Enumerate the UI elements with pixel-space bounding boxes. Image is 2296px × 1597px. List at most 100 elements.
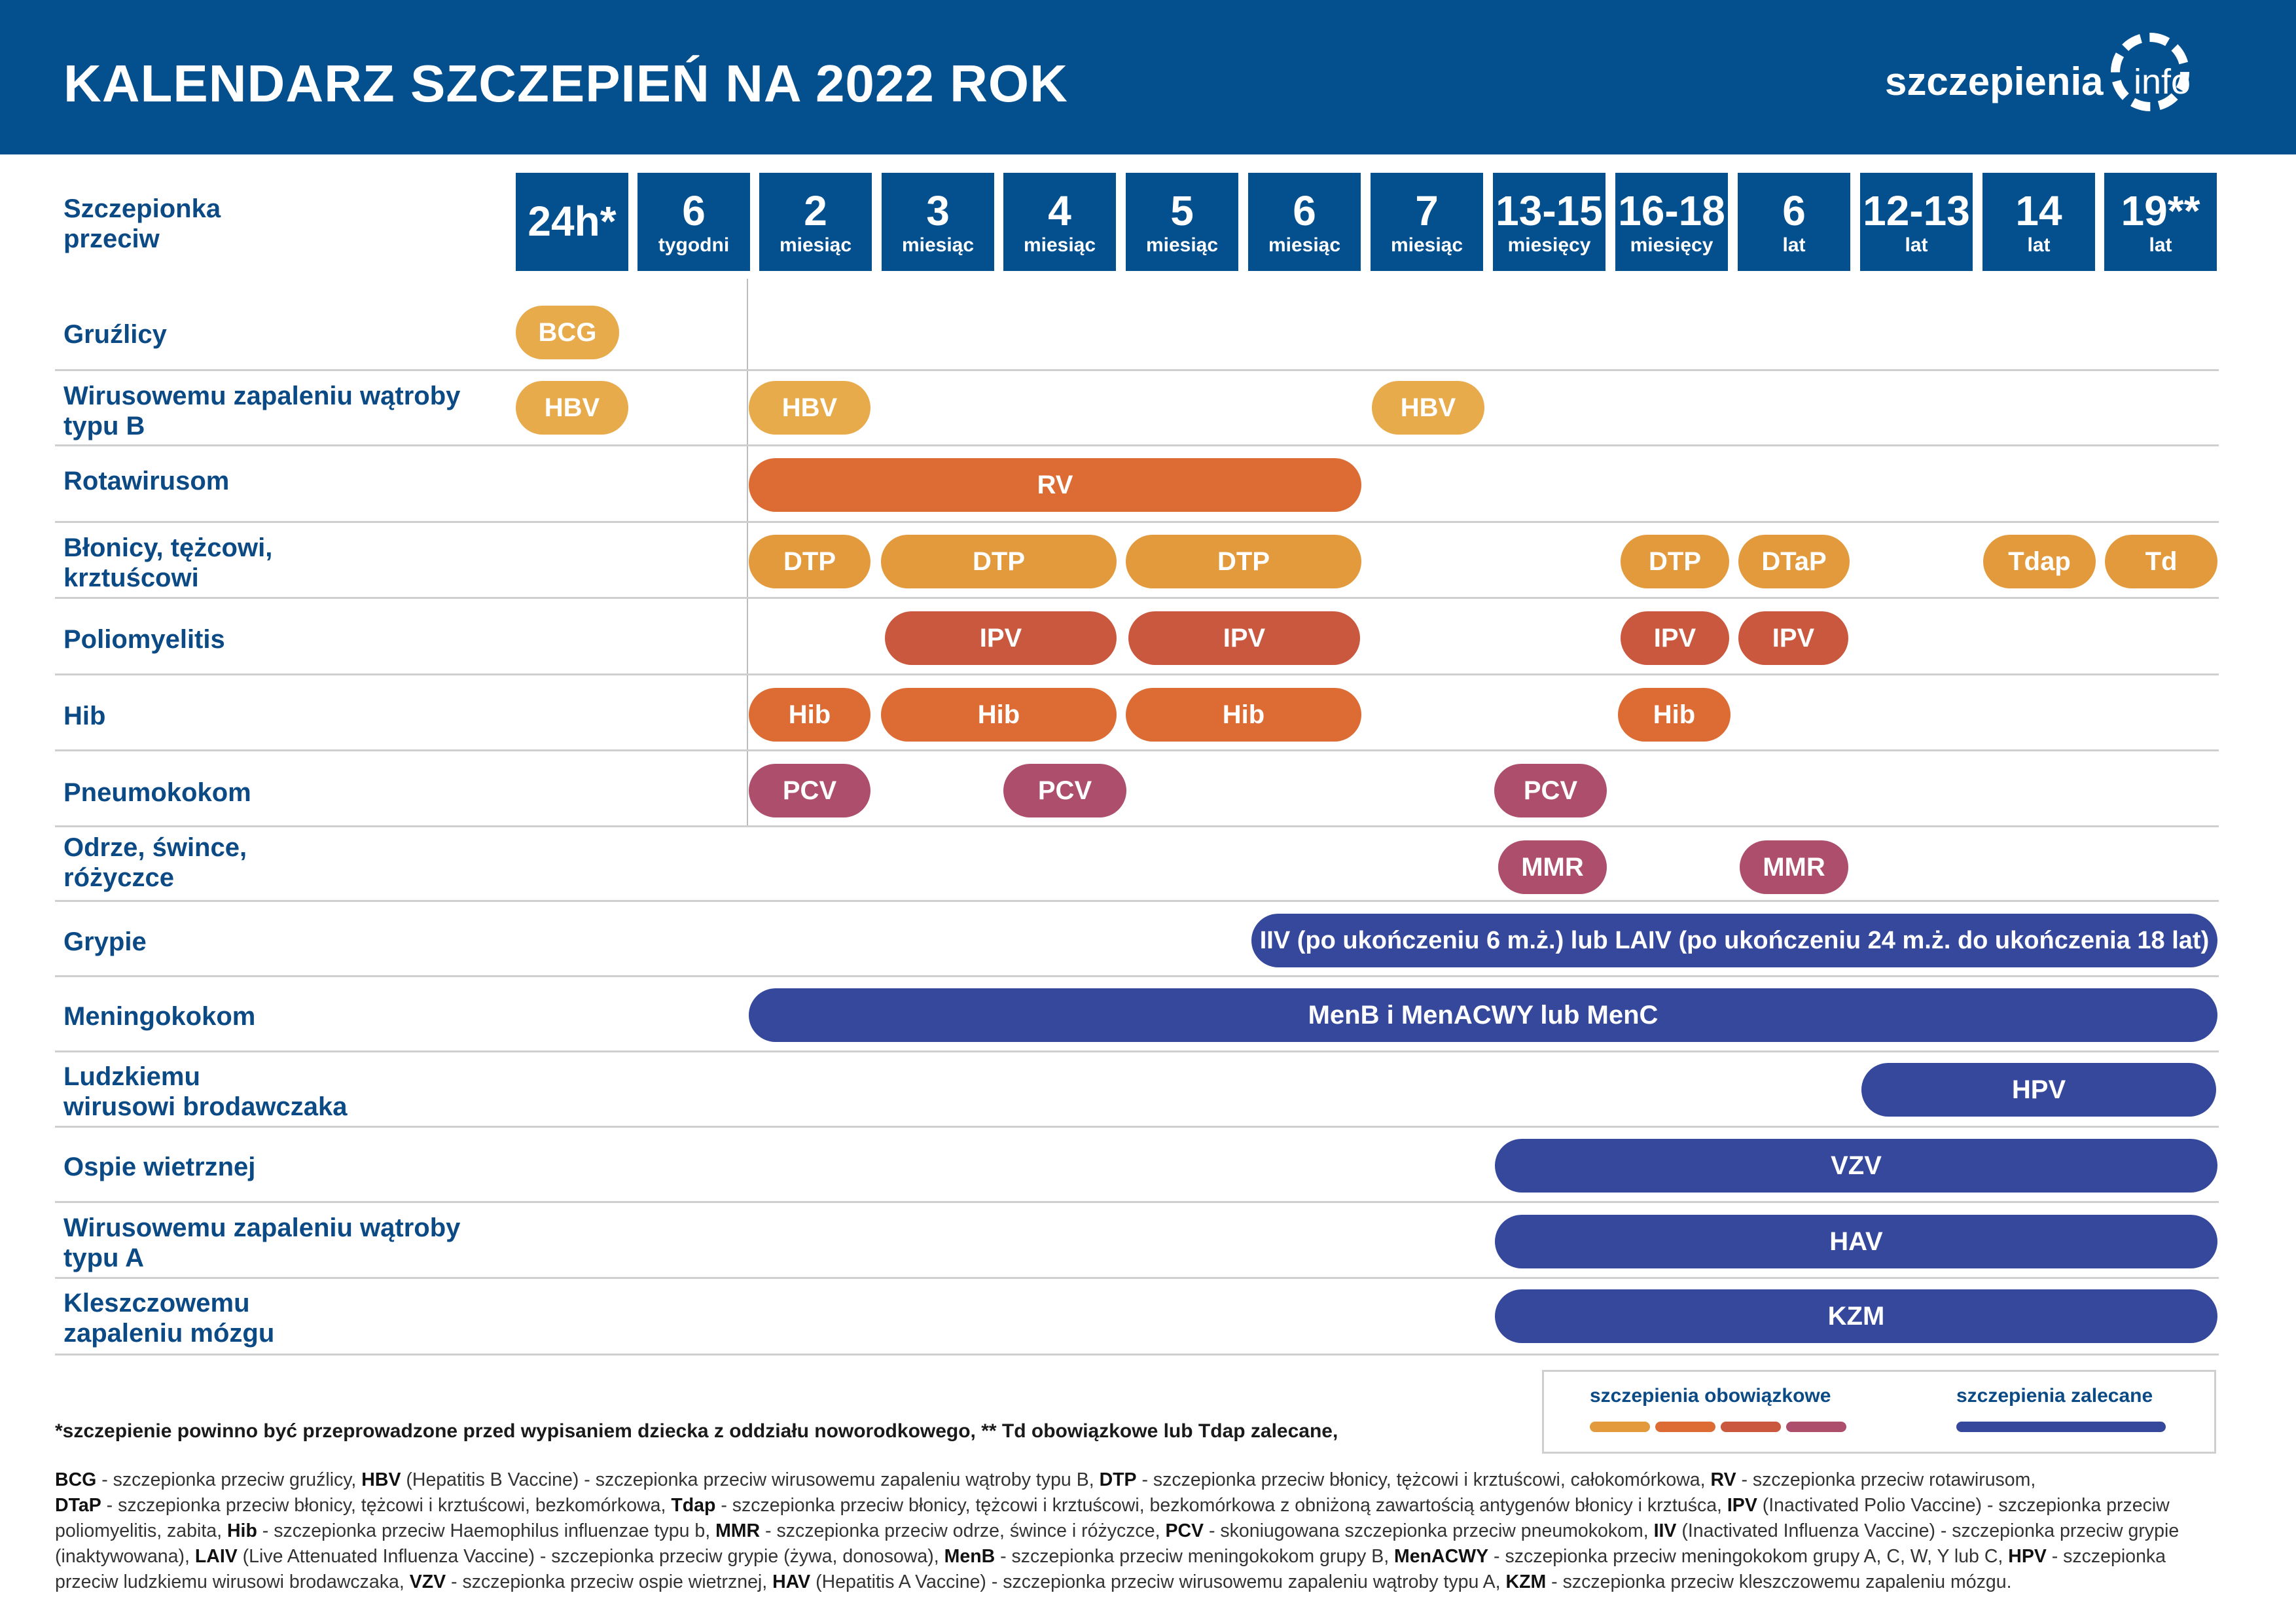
row-label-hpv: Ludzkiemu wirusowi brodawczaka (63, 1062, 348, 1121)
legend-swatch-recommended (1956, 1422, 2166, 1432)
column-header-label: Szczepionka przeciw (63, 194, 221, 253)
abbr-desc: (Live Attenuated Influenza Vaccine) - sz… (237, 1546, 944, 1567)
vaccine-pill-bcg: BCG (516, 306, 619, 359)
vaccine-pill-dtp: DTP (1126, 535, 1361, 588)
row-label-ospa: Ospie wietrznej (63, 1153, 256, 1181)
abbr-desc: - skoniugowana szczepionka przeciw pneum… (1204, 1520, 1654, 1541)
abbr-term: Hib (226, 1520, 257, 1541)
abbr-desc: - szczepionka przeciw meningokokom grupy… (995, 1546, 1395, 1567)
abbr-desc: - szczepionka przeciw ludzkiemu wirusowi… (55, 1546, 2166, 1592)
abbr-desc: - szczepionka przeciw błonicy, tężcowi i… (715, 1495, 1727, 1516)
row-divider (55, 825, 2219, 827)
row-divider (55, 673, 2219, 675)
vaccine-pill-kzm: KZM (1495, 1289, 2217, 1343)
legend-swatch-mandatory (1655, 1422, 1715, 1432)
age-column-header: 14 lat (1982, 173, 2095, 271)
vaccine-pill-hib: Hib (749, 688, 870, 742)
abbr-desc: - szczepionka przeciw rotawirusom, (1736, 1469, 2036, 1490)
vaccine-pill-pcv: PCV (1494, 764, 1607, 817)
row-divider (55, 900, 2219, 902)
abbreviations-text: BCG - szczepionka przeciw gruźlicy, HBV … (55, 1467, 2228, 1595)
vaccine-pill-hav: HAV (1495, 1215, 2217, 1268)
age-column-header: 6 tygodni (637, 173, 750, 271)
logo-text: szczepienia (1885, 60, 2104, 103)
row-divider (55, 749, 2219, 751)
row-divider (55, 1354, 2219, 1355)
abbr-desc: (Inactivated Influenza Vaccine) - szczep… (55, 1520, 2179, 1567)
age-column-header: 6 miesiąc (1248, 173, 1361, 271)
age-column-header: 16-18 miesięcy (1615, 173, 1728, 271)
vaccine-pill-mmr: MMR (1498, 840, 1607, 894)
vaccine-pill-ipv: IPV (1128, 611, 1360, 665)
row-label-meningokoki: Meningokokom (63, 1002, 256, 1031)
vaccine-pill-dtp: DTP (749, 535, 870, 588)
abbr-desc: - szczepionka przeciw meningokokom grupy… (1488, 1546, 2009, 1567)
vaccine-pill-td: Td (2105, 535, 2217, 588)
legend-swatch-mandatory (1590, 1422, 1650, 1432)
row-divider (55, 1050, 2219, 1052)
vaccine-pill-dtp: DTP (881, 535, 1117, 588)
abbr-term: MMR (715, 1520, 761, 1541)
abbr-desc: - szczepionka przeciw ospie wietrznej, (446, 1571, 773, 1592)
age-column-header: 4 miesiąc (1003, 173, 1116, 271)
abbr-desc: - szczepionka przeciw gruźlicy, (96, 1469, 362, 1490)
vaccine-pill-ipv: IPV (1621, 611, 1729, 665)
legend: szczepienia obowiązkowe szczepienia zale… (1542, 1370, 2216, 1454)
vaccine-pill-vzv: VZV (1495, 1139, 2217, 1193)
abbr-term: MenB (944, 1546, 996, 1567)
abbr-desc: - szczepionka przeciw kleszczowemu zapal… (1546, 1571, 2012, 1592)
age-column-header: 5 miesiąc (1126, 173, 1238, 271)
vaccine-pill-meningococcal: MenB i MenACWY lub MenC (749, 988, 2217, 1042)
row-divider (55, 1126, 2219, 1128)
abbr-desc: (Hepatitis B Vaccine) - szczepionka prze… (401, 1469, 1100, 1490)
row-label-grypa: Grypie (63, 927, 147, 956)
row-divider (55, 1201, 2219, 1203)
age-column-header: 12-13 lat (1860, 173, 1973, 271)
birth-divider-line (747, 279, 748, 826)
abbr-desc: - szczepionka przeciw Haemophilus influe… (257, 1520, 716, 1541)
row-divider (55, 597, 2219, 599)
vaccine-pill-hbv: HBV (749, 381, 870, 435)
row-label-rotawirusy: Rotawirusom (63, 467, 230, 495)
row-label-hib: Hib (63, 702, 106, 730)
vaccine-pill-dtap: DTaP (1738, 535, 1850, 588)
abbr-term: DTaP (55, 1495, 101, 1516)
abbr-desc: (Hepatitis A Vaccine) - szczepionka prze… (810, 1571, 1506, 1592)
row-label-wzw-a: Wirusowemu zapaleniu wątroby typu A (63, 1213, 461, 1272)
abbr-desc: - szczepionka przeciw błonicy, tężcowi i… (101, 1495, 672, 1516)
logo-suffix: info (2134, 62, 2191, 101)
age-column-header: 13-15 miesięcy (1493, 173, 1605, 271)
vaccine-pill-hib: Hib (1126, 688, 1361, 742)
row-divider (55, 444, 2219, 446)
abbr-term: KZM (1505, 1571, 1547, 1592)
legend-swatch-mandatory (1721, 1422, 1781, 1432)
vaccine-pill-hbv: HBV (516, 381, 628, 435)
row-label-pneumokoki: Pneumokokom (63, 778, 251, 807)
abbr-term: IPV (1727, 1495, 1757, 1516)
abbr-term: HBV (361, 1469, 401, 1490)
abbr-term: HAV (772, 1571, 811, 1592)
vaccine-pill-hbv: HBV (1372, 381, 1484, 435)
age-column-header: 19** lat (2104, 173, 2217, 271)
legend-recommended-label: szczepienia zalecane (1956, 1385, 2153, 1407)
legend-mandatory-label: szczepienia obowiązkowe (1590, 1385, 1831, 1407)
row-divider (55, 975, 2219, 977)
abbr-desc: (Inactivated Polio Vaccine) - szczepionk… (55, 1495, 2170, 1541)
abbr-desc: - szczepionka przeciw błonicy, tężcowi i… (1136, 1469, 1711, 1490)
age-column-header: 2 miesiąc (759, 173, 872, 271)
abbr-term: DTP (1099, 1469, 1137, 1490)
footnote: *szczepienie powinno być przeprowadzone … (55, 1420, 1338, 1442)
vaccine-pill-hib: Hib (1618, 688, 1731, 742)
vaccine-pill-tdap: Tdap (1983, 535, 2096, 588)
row-label-dtp: Błonicy, tężcowi, krztuścowi (63, 533, 273, 592)
abbr-term: RV (1710, 1469, 1736, 1490)
row-label-mmr: Odrze, śwince, różyczce (63, 833, 247, 892)
abbr-term: PCV (1165, 1520, 1204, 1541)
vaccine-pill-ipv: IPV (1738, 611, 1848, 665)
row-label-kzm: Kleszczowemu zapaleniu mózgu (63, 1289, 275, 1348)
abbr-term: LAIV (194, 1546, 238, 1567)
abbr-term: IIV (1653, 1520, 1677, 1541)
vaccine-pill-pcv: PCV (749, 764, 870, 817)
vaccine-pill-mmr: MMR (1740, 840, 1848, 894)
age-column-header: 7 miesiąc (1371, 173, 1483, 271)
